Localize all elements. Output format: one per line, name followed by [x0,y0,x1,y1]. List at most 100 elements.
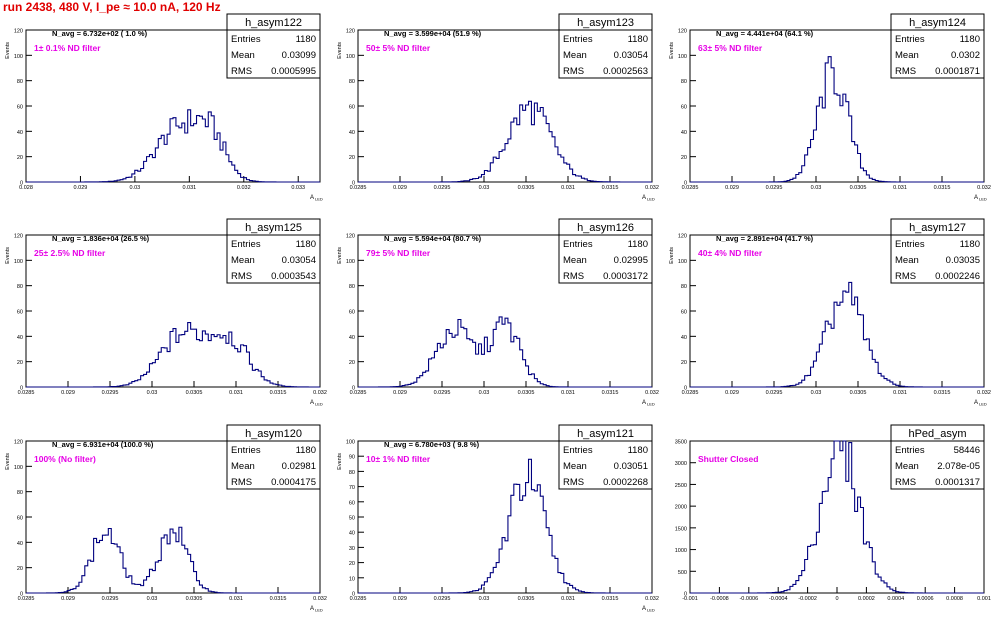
x-tick-label: 0.032 [977,185,991,191]
y-tick-label: 40 [349,130,355,136]
stats-key: Mean [231,50,255,61]
y-tick-label: 40 [17,130,23,136]
histogram-bars [690,440,984,594]
stats-value: 1180 [960,34,980,45]
x-tick-label: 0.03 [811,185,822,191]
histogram-bars [358,100,652,183]
y-tick-label: 80 [17,79,23,85]
y-axis-label: Events [669,247,675,264]
y-tick-label: 100 [346,440,355,446]
y-tick-label: 60 [349,105,355,111]
y-tick-label: 80 [349,470,355,476]
y-tick-label: 100 [678,54,687,60]
histogram-title: h_asym120 [245,428,302,440]
histogram-title: h_asym124 [909,17,966,29]
x-tick-label: 0.03 [479,596,490,602]
filter-label: 63± 5% ND filter [698,43,763,53]
filter-label: 1± 0.1% ND filter [34,43,101,53]
y-tick-label: 60 [681,105,687,111]
stats-box [890,218,985,284]
stats-value: 1180 [296,34,316,45]
y-tick-label: 0 [684,386,687,392]
y-tick-label: 100 [346,54,355,60]
histogram-bars [26,526,320,594]
histogram-title: h_asym126 [577,222,634,234]
x-tick-label: 0.03 [147,390,158,396]
stats-value: 0.03035 [946,255,980,266]
x-axis-label: ALED [310,400,323,407]
x-tick-label: 0.029 [393,185,407,191]
y-tick-label: 120 [678,234,687,240]
y-tick-label: 0 [684,592,687,598]
y-tick-label: 1500 [675,526,687,532]
stats-value: 0.0002246 [935,271,980,282]
histogram-title: h_asym121 [577,428,634,440]
x-tick-label: 0.0006 [917,596,934,602]
y-tick-label: 20 [17,155,23,161]
x-tick-label: -0.0006 [739,596,758,602]
x-tick-label: 0.0295 [434,596,451,602]
x-tick-label: 0.031 [893,185,907,191]
stats-key: RMS [895,271,916,282]
stats-value: 1180 [628,445,648,456]
stats-value: 0.0001317 [935,477,980,488]
y-tick-label: 0 [684,181,687,187]
stats-key: RMS [895,477,916,488]
y-tick-label: 60 [17,310,23,316]
stats-key: RMS [563,66,584,77]
x-tick-label: 0.031 [229,596,243,602]
y-tick-label: 120 [346,29,355,35]
navg-label: N_avg = 6.780e+03 ( 9.8 %) [384,440,480,449]
x-tick-label: 0.029 [61,390,75,396]
histogram-panel-h_asym121: 0 10 20 30 40 50 60 70 80 90 100 0.0285 0.029 0.0295 0… [337,424,659,613]
histogram-panel-hPed_asym: 0 500 1000 1500 2000 2500 3000 3500 -0.001 -0.000… [675,424,991,602]
stats-key: Mean [231,461,255,472]
y-tick-label: 40 [681,130,687,136]
y-axis-label: Events [5,42,11,59]
x-tick-label: 0.03 [147,596,158,602]
stats-key: RMS [563,271,584,282]
y-tick-label: 60 [349,500,355,506]
histogram-panel-h_asym125: 0 20 40 60 80 100 120 0.0285 0.029 0.0295 0.03 0.03… [5,218,327,407]
x-axis-label: ALED [642,606,655,613]
stats-value: 0.0005995 [271,66,316,77]
y-axis-label: Events [5,453,11,470]
y-tick-label: 0 [352,181,355,187]
x-tick-label: 0.0305 [518,390,535,396]
histogram-panel-h_asym127: 0 20 40 60 80 100 120 0.0285 0.029 0.0295 0.03 0.03… [669,218,991,407]
filter-label: 79± 5% ND filter [366,248,431,258]
x-tick-label: 0.032 [313,596,327,602]
x-tick-label: 0.03 [479,390,490,396]
y-tick-label: 90 [349,455,355,461]
stats-value: 0.0003172 [603,271,648,282]
y-tick-label: 80 [681,79,687,85]
filter-label: 40± 4% ND filter [698,248,763,258]
x-tick-label: 0.033 [291,185,305,191]
x-tick-label: 0.029 [74,185,88,191]
y-tick-label: 0 [20,386,23,392]
x-tick-label: 0.0285 [350,596,367,602]
y-tick-label: 3500 [675,440,687,446]
y-tick-label: 40 [17,541,23,547]
y-tick-label: 0 [352,386,355,392]
histogram-panel-h_asym126: 0 20 40 60 80 100 120 0.0285 0.029 0.0295 0.03 0.03… [337,218,659,407]
stats-key: Entries [563,239,593,250]
y-tick-label: 80 [17,284,23,290]
stats-value: 0.0302 [951,50,980,61]
x-tick-label: 0.0295 [102,596,119,602]
histogram-panel-h_asym120: 0 20 40 60 80 100 120 0.0285 0.029 0.0295 0.03 0.03… [5,424,327,613]
y-axis-label: Events [337,247,343,264]
histogram-bars [690,281,984,388]
stats-value: 0.03051 [614,461,648,472]
x-tick-label: 0.0002 [858,596,875,602]
x-tick-label: 0.029 [393,390,407,396]
stats-box [558,218,653,284]
stats-value: 0.02995 [614,255,648,266]
y-tick-label: 10 [349,576,355,582]
x-axis-label: ALED [642,400,655,407]
x-tick-label: 0.0315 [270,390,287,396]
x-tick-label: 0.0305 [186,390,203,396]
y-tick-label: 40 [349,531,355,537]
stats-value: 58446 [954,445,980,456]
x-tick-label: 0.031 [561,390,575,396]
